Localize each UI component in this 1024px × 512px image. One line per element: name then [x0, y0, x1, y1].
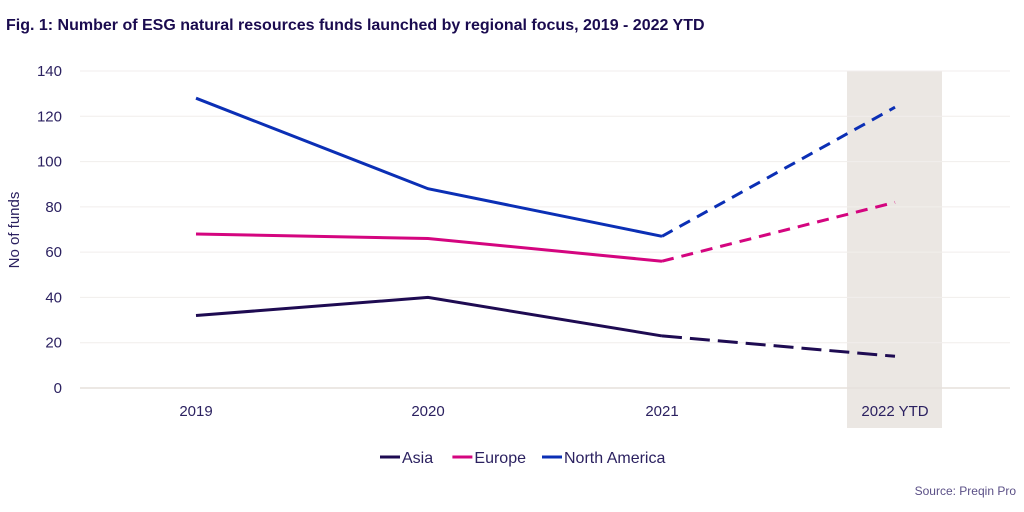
series-line-asia — [195, 295, 663, 338]
series-dashed-europe — [661, 200, 896, 263]
series-dashed-north-america — [661, 105, 896, 238]
legend-label: Europe — [474, 450, 526, 467]
x-tick-label: 2021 — [645, 403, 678, 420]
legend-label: Asia — [402, 450, 433, 467]
y-tick-label: 100 — [37, 154, 62, 171]
series-line-north-america — [195, 96, 663, 238]
y-tick-label: 140 — [37, 63, 62, 80]
x-tick-label: 2020 — [411, 403, 444, 420]
y-tick-label: 40 — [45, 289, 62, 306]
chart-title: Fig. 1: Number of ESG natural resources … — [6, 17, 705, 34]
y-tick-label: 20 — [45, 335, 62, 352]
y-tick-label: 80 — [45, 199, 62, 216]
legend-label: North America — [564, 450, 665, 467]
highlight-band — [847, 71, 942, 428]
x-tick-label: 2022 YTD — [861, 403, 928, 420]
source-note: Source: Preqin Pro — [914, 484, 1016, 498]
y-axis-label: No of funds — [6, 192, 23, 269]
y-tick-label: 0 — [54, 380, 62, 397]
series-dashed-asia — [661, 334, 896, 358]
y-tick-label: 60 — [45, 244, 62, 261]
series-line-europe — [195, 232, 663, 263]
y-tick-label: 120 — [37, 108, 62, 125]
x-tick-label: 2019 — [179, 403, 212, 420]
